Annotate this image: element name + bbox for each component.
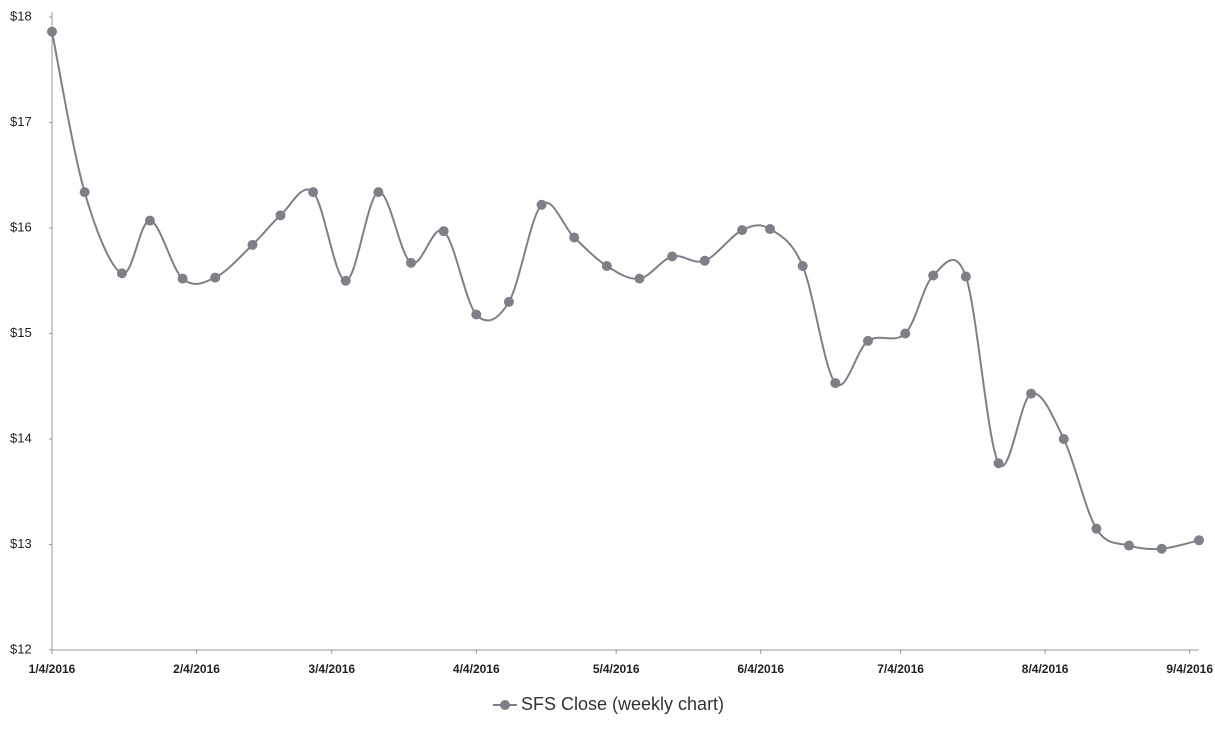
point: [1124, 540, 1135, 551]
y-tick-label: $15: [10, 325, 32, 340]
point: [765, 224, 776, 235]
x-tick-label: 8/4/2016: [1022, 662, 1069, 676]
point: [928, 270, 939, 281]
point: [47, 26, 57, 37]
point: [699, 255, 710, 266]
series-line: [51, 31, 1200, 551]
point: [830, 378, 841, 389]
legend-text: SFS Close (weekly chart): [521, 694, 724, 714]
point: [1156, 543, 1167, 554]
point: [340, 275, 351, 286]
point: [900, 328, 911, 339]
y-tick-label: $18: [10, 8, 32, 23]
point: [247, 239, 258, 250]
point: [210, 272, 221, 283]
point: [862, 335, 873, 346]
y-tick-label: $13: [10, 536, 32, 551]
point: [503, 296, 514, 307]
point: [308, 187, 319, 198]
point: [438, 226, 449, 237]
point: [569, 232, 580, 243]
y-tick-label: $14: [10, 430, 32, 445]
x-tick-label: 7/4/2016: [877, 662, 924, 676]
point: [737, 225, 748, 236]
x-tick-label: 2/4/2016: [173, 662, 220, 676]
point: [667, 251, 678, 262]
x-tick-label: 5/4/2016: [593, 662, 640, 676]
point: [116, 268, 127, 279]
legend-marker: [500, 700, 510, 710]
point: [1091, 523, 1102, 534]
point: [144, 215, 155, 226]
point: [960, 271, 971, 282]
x-tick-label: 9/4/2016: [1166, 662, 1213, 676]
x-tick-label: 4/4/2016: [453, 662, 500, 676]
point: [275, 210, 286, 221]
x-tick-label: 1/4/2016: [29, 662, 76, 676]
x-tick-label: 6/4/2016: [737, 662, 784, 676]
point: [79, 187, 90, 198]
point: [536, 199, 547, 210]
point: [601, 260, 612, 271]
y-tick-label: $12: [10, 641, 32, 656]
point: [177, 273, 188, 284]
x-tick-label: 3/4/2016: [308, 662, 355, 676]
point: [471, 309, 482, 320]
y-tick-label: $16: [10, 219, 32, 234]
point: [993, 458, 1004, 469]
y-tick-label: $17: [10, 114, 32, 129]
point: [797, 260, 808, 271]
point: [373, 187, 384, 198]
point: [634, 273, 645, 284]
point: [1194, 535, 1204, 546]
point: [406, 257, 417, 268]
point: [1058, 434, 1069, 444]
point: [1026, 388, 1037, 399]
